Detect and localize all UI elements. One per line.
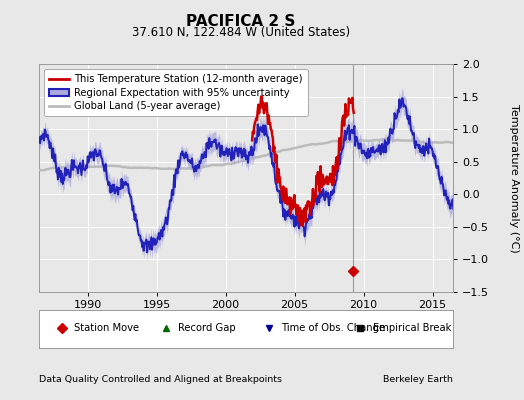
Text: Data Quality Controlled and Aligned at Breakpoints: Data Quality Controlled and Aligned at B… xyxy=(39,375,282,384)
Text: Berkeley Earth: Berkeley Earth xyxy=(384,375,453,384)
Y-axis label: Temperature Anomaly (°C): Temperature Anomaly (°C) xyxy=(509,104,519,252)
Text: Station Move: Station Move xyxy=(74,323,139,333)
Text: Record Gap: Record Gap xyxy=(178,323,236,333)
Text: Empirical Break: Empirical Break xyxy=(373,323,451,333)
Text: Time of Obs. Change: Time of Obs. Change xyxy=(281,323,386,333)
Legend: This Temperature Station (12-month average), Regional Expectation with 95% uncer: This Temperature Station (12-month avera… xyxy=(45,69,308,116)
Text: 37.610 N, 122.484 W (United States): 37.610 N, 122.484 W (United States) xyxy=(132,26,350,39)
Text: PACIFICA 2 S: PACIFICA 2 S xyxy=(187,14,296,29)
